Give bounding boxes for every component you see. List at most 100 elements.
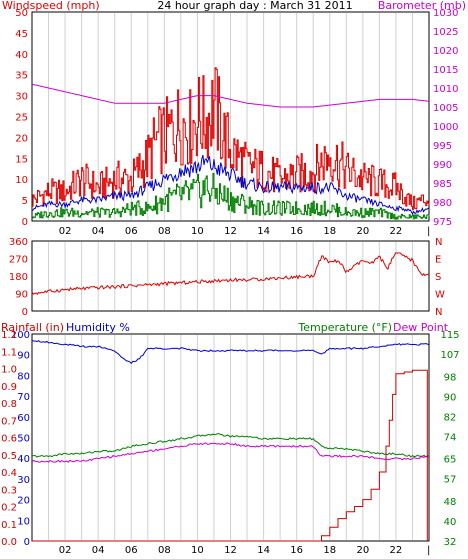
humidity-axis-label: Humidity % — [66, 321, 130, 334]
wind-x-tick-16: 16 — [290, 226, 303, 237]
humidity-tick-30: 30 — [17, 475, 30, 486]
compass-tick-4: N — [435, 237, 442, 248]
barometer-tick-1030: 1030 — [433, 8, 458, 19]
compass-tick-1: W — [435, 290, 445, 301]
rainfall-tick-0.0: 0.0 — [1, 537, 17, 548]
wind-x-tick-04: 04 — [92, 226, 105, 237]
wind-x-tick-12: 12 — [224, 226, 237, 237]
windspeed-tick-45: 45 — [15, 29, 28, 40]
humidity-tick-10: 10 — [17, 516, 30, 527]
temperature-line — [31, 433, 430, 458]
barometer-tick-990: 990 — [433, 160, 452, 171]
barometer-tick-1005: 1005 — [433, 103, 458, 114]
barometer-tick-1015: 1015 — [433, 65, 458, 76]
rainfall-tick-0.5: 0.5 — [1, 451, 17, 462]
temperature-tick-90: 90 — [444, 392, 457, 403]
rainfall-tick-0.7: 0.7 — [1, 416, 17, 427]
gust-wind-line — [32, 67, 430, 210]
barometer-tick-1010: 1010 — [433, 84, 458, 95]
windspeed-tick-30: 30 — [15, 92, 28, 103]
temperature-tick-32: 32 — [444, 537, 457, 548]
temperature-tick-74: 74 — [444, 432, 457, 443]
barometer-axis-label: Barometer (mb) — [378, 0, 466, 12]
direction-tick-0: 0 — [22, 307, 28, 318]
climate-x-tick-02: 02 — [59, 545, 72, 556]
direction-degree-labels: 0 90 180 270 360 — [9, 237, 28, 318]
direction-tick-180: 180 — [9, 272, 28, 283]
humidity-tick-70: 70 — [17, 392, 30, 403]
climate-x-tick-20: 20 — [356, 545, 369, 556]
rainfall-tick-0.4: 0.4 — [1, 468, 17, 479]
rainfall-tick-0.3: 0.3 — [1, 485, 17, 496]
barometer-tick-1025: 1025 — [433, 27, 458, 38]
humidity-tick-80: 80 — [17, 371, 30, 382]
rainfall-tick-0.6: 0.6 — [1, 434, 17, 445]
humidity-tick-0: 0 — [24, 537, 30, 548]
climate-x-tick-06: 06 — [125, 545, 138, 556]
rainfall-tick-1.0: 1.0 — [1, 365, 17, 376]
humidity-tick-20: 20 — [17, 496, 30, 507]
temperature-tick-115: 115 — [440, 330, 459, 341]
wind-x-tick-22: 22 — [390, 226, 403, 237]
climate-end-marker: | — [427, 545, 430, 556]
temperature-tick-40: 40 — [444, 517, 457, 528]
dewpoint-axis-label: Dew Point — [393, 321, 449, 334]
temperature-tick-48: 48 — [444, 497, 457, 508]
wind-x-tick-labels: 02 04 06 08 10 12 14 16 18 20 22 — [59, 226, 403, 237]
barometer-tick-995: 995 — [433, 141, 452, 152]
rainfall-tick-0.8: 0.8 — [1, 399, 17, 410]
dewpoint-line — [31, 442, 429, 463]
windspeed-tick-50: 50 — [15, 8, 28, 19]
windspeed-tick-40: 40 — [15, 50, 28, 61]
windspeed-tick-0: 0 — [22, 217, 28, 228]
rainfall-tick-1.2: 1.2 — [1, 330, 17, 341]
wind-x-tick-10: 10 — [191, 226, 204, 237]
climate-x-tick-08: 08 — [158, 545, 171, 556]
climate-grid — [48, 335, 413, 540]
windspeed-tick-35: 35 — [15, 71, 28, 82]
temperature-tick-107: 107 — [440, 350, 459, 361]
barometer-tick-980: 980 — [433, 198, 452, 209]
climate-x-tick-04: 04 — [92, 545, 105, 556]
humidity-line — [31, 339, 430, 365]
temperature-tick-98: 98 — [444, 372, 457, 383]
rainfall-tick-labels: 0.0 0.1 0.2 0.3 0.4 0.5 0.6 0.7 0.8 0.9 1.0 1.1 1.2 — [1, 330, 17, 548]
climate-x-tick-labels: 02 04 06 08 10 12 14 16 18 20 22 — [59, 545, 403, 556]
rainfall-axis-label: Rainfall (in) — [1, 321, 64, 334]
windspeed-tick-10: 10 — [15, 175, 28, 186]
climate-x-tick-14: 14 — [257, 545, 270, 556]
climate-series-lines — [31, 339, 430, 542]
climate-x-tick-18: 18 — [323, 545, 336, 556]
windspeed-tick-15: 15 — [15, 154, 28, 165]
wind-x-tick-02: 02 — [59, 226, 72, 237]
barometer-tick-1020: 1020 — [433, 46, 458, 57]
chart-title: 24 hour graph day : March 31 2011 — [157, 0, 352, 12]
wind-series-lines — [31, 67, 430, 220]
rainfall-tick-0.1: 0.1 — [1, 520, 17, 531]
temperature-axis-label: Temperature (°F) — [297, 321, 392, 334]
climate-x-tick-12: 12 — [224, 545, 237, 556]
direction-tick-90: 90 — [15, 290, 28, 301]
wind-panel: Windspeed (mph) 24 hour graph day : Marc… — [2, 0, 466, 237]
compass-tick-3: E — [435, 255, 441, 266]
barometer-tick-labels: 975 980 985 990 995 1000 1005 1010 1015 1020 1025 1… — [433, 8, 458, 228]
wind-x-tick-20: 20 — [356, 226, 369, 237]
humidity-tick-40: 40 — [17, 454, 30, 465]
climate-x-tick-10: 10 — [191, 545, 204, 556]
temperature-tick-82: 82 — [444, 412, 457, 423]
direction-tick-270: 270 — [9, 255, 28, 266]
wind-x-tick-08: 08 — [158, 226, 171, 237]
barometer-line — [31, 83, 430, 108]
windspeed-tick-20: 20 — [15, 133, 28, 144]
climate-x-tick-16: 16 — [290, 545, 303, 556]
barometer-tick-975: 975 — [433, 217, 452, 228]
lull-wind-line — [32, 173, 430, 220]
direction-series-line — [31, 251, 430, 296]
rainfall-tick-0.9: 0.9 — [1, 382, 17, 393]
windspeed-tick-labels: 0 5 10 15 20 25 30 35 40 45 50 — [15, 8, 28, 228]
average-wind-line — [31, 154, 430, 215]
temperature-tick-57: 57 — [444, 475, 457, 486]
